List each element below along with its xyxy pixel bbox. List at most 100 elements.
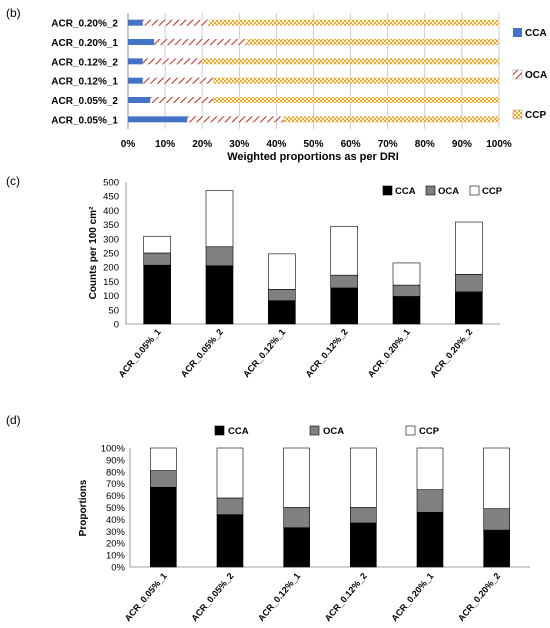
chart-d-bar-ccp (150, 447, 177, 471)
chart-b-bar-cca (128, 58, 143, 65)
chart-b-x-tick-label: 100% (486, 139, 512, 150)
chart-d-x-tick-label: ACR_0.05%_2 (189, 571, 235, 623)
chart-c-y-tick-label: 0 (114, 320, 119, 331)
chart-d-y-tick-label: 0% (111, 563, 125, 574)
chart-c-bar-oca (392, 284, 421, 297)
chart-c-bar-ccp (205, 190, 234, 248)
chart-b-bar-oca (142, 19, 210, 26)
chart-b-category-label: ACR_0.12%_1 (51, 77, 118, 88)
chart-b-bar-ccp (213, 97, 499, 103)
chart-c-bar-oca (143, 252, 171, 266)
chart-d-y-tick-label: 70% (106, 479, 126, 490)
chart-c-bar-oca (205, 246, 234, 267)
chart-d-y-tick-label: 100% (101, 444, 126, 455)
panel-label-b: (b) (6, 6, 21, 20)
chart-c-bar-ccp (455, 221, 483, 275)
chart-b-x-tick-label: 90% (452, 139, 472, 150)
chart-b-x-tick-label: 50% (303, 139, 323, 150)
chart-d-bar-oca (350, 507, 377, 524)
chart-b-x-tick-label: 40% (266, 139, 286, 150)
chart-b-category-label: ACR_0.05%_1 (51, 115, 118, 126)
chart-b-legend-label: CCP (525, 110, 546, 121)
chart-b-x-axis-title: Weighted proportions as per DRI (227, 151, 399, 163)
chart-c-counts: 0 50 100 150 200 250 300 350 400 450 500 ACR_0.05%_… (103, 178, 503, 380)
chart-b-weighted-proportions: 0% 10% 20% 30% 40% 50% 60% 70% 80% 90% 100% ACR_0.2… (51, 13, 547, 150)
chart-b-category-label: ACR_0.20%_1 (51, 38, 118, 49)
chart-d-bar-ccp (483, 447, 510, 509)
chart-d-bar-cca (150, 486, 177, 568)
chart-c-y-tick-label: 450 (103, 192, 119, 203)
chart-b-bar-ccp (213, 77, 499, 84)
chart-d-x-tick-label: ACR_0.20%_1 (389, 571, 435, 623)
chart-b-bar-oca (142, 77, 214, 84)
chart-c-x-tick-label: ACR_0.12%_2 (303, 327, 349, 379)
chart-d-x-tick-label: ACR_0.12%_1 (256, 571, 302, 623)
chart-c-bar-cca (143, 264, 171, 325)
chart-d-legend-label: CCA (228, 426, 249, 437)
chart-c-bar-cca (392, 296, 421, 325)
chart-c-legend-label: CCA (395, 186, 416, 197)
chart-c-legend-swatch-oca (425, 185, 436, 196)
chart-b-x-tick-label: 10% (155, 139, 175, 150)
chart-b-x-tick-label: 0% (121, 139, 136, 150)
panel-label-d: (d) (6, 413, 21, 427)
chart-c-y-tick-label: 250 (103, 249, 119, 260)
chart-c-bar-cca (268, 300, 296, 325)
chart-c-y-tick-label: 500 (103, 178, 119, 189)
chart-d-bar-ccp (416, 447, 444, 490)
chart-b-x-tick-label: 30% (229, 139, 249, 150)
chart-b-bar-cca (128, 97, 151, 103)
panel-label-c: (c) (6, 174, 20, 188)
chart-c-bar-cca (455, 291, 483, 325)
chart-d-y-axis-title: Proportions (78, 479, 89, 536)
chart-d-bar-oca (216, 497, 244, 515)
chart-d-y-tick-label: 80% (106, 467, 126, 478)
chart-b-legend-swatch-cca (513, 28, 522, 37)
chart-d-y-tick-label: 20% (106, 539, 126, 550)
chart-b-legend-swatch-oca (512, 69, 523, 80)
chart-d-bar-ccp (350, 447, 377, 508)
chart-b-x-tick-label: 60% (341, 139, 361, 150)
chart-d-y-tick-label: 90% (106, 455, 126, 466)
chart-b-bar-cca (128, 19, 143, 26)
chart-b-bar-ccp (202, 58, 499, 65)
chart-b-bar-ccp (209, 19, 499, 26)
chart-b-bar-cca (128, 39, 154, 45)
chart-b-bar-oca (153, 39, 247, 45)
chart-b-bar-oca (150, 97, 214, 103)
chart-c-bar-ccp (143, 235, 171, 254)
chart-d-legend-label: CCP (419, 426, 440, 437)
chart-c-bar-cca (205, 265, 234, 325)
chart-d-bar-cca (283, 527, 310, 568)
chart-b-category-label: ACR_0.12%_2 (51, 57, 118, 68)
chart-c-x-tick-label: ACR_0.20%_2 (428, 327, 474, 379)
chart-c-x-tick-label: ACR_0.12%_1 (241, 327, 287, 379)
chart-b-legend-label: OCA (525, 70, 547, 81)
chart-c-bar-ccp (268, 253, 296, 290)
chart-b-x-tick-label: 20% (192, 139, 212, 150)
chart-d-legend-swatch-oca (309, 425, 320, 436)
chart-d-bar-cca (216, 514, 244, 568)
chart-b-category-label: ACR_0.20%_2 (51, 19, 118, 30)
chart-c-legend-label: OCA (438, 186, 459, 197)
chart-c-y-tick-label: 350 (103, 220, 119, 231)
chart-d-legend-swatch-ccp (405, 425, 416, 436)
chart-c-y-tick-label: 400 (103, 206, 119, 217)
chart-d-legend-label: OCA (323, 426, 344, 437)
chart-d-x-tick-label: ACR_0.20%_2 (456, 571, 502, 623)
chart-d-bar-cca (416, 511, 444, 568)
chart-b-bar-ccp (246, 39, 499, 45)
chart-c-x-tick-label: ACR_0.05%_1 (116, 327, 162, 379)
chart-b-bar-oca (187, 116, 284, 123)
chart-b-legend-swatch-ccp (512, 109, 523, 120)
chart-b-x-tick-label: 80% (415, 139, 435, 150)
chart-b-x-tick-label: 70% (378, 139, 398, 150)
chart-c-legend-swatch-ccp (469, 185, 480, 196)
chart-c-y-tick-label: 300 (103, 234, 119, 245)
chart-d-x-tick-label: ACR_0.12%_2 (323, 571, 369, 623)
chart-b-bar-ccp (283, 116, 499, 123)
chart-d-bar-oca (283, 507, 310, 529)
chart-b-bar-oca (142, 58, 203, 65)
chart-c-x-tick-label: ACR_0.20%_1 (366, 327, 412, 379)
